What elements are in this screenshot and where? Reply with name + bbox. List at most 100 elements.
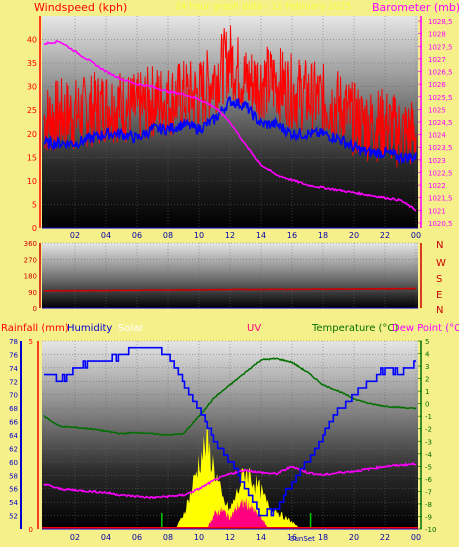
temperature-tick-label: 4 bbox=[425, 351, 430, 359]
temp-x-tick-label: 16 bbox=[287, 533, 297, 542]
humidity-tick-label: 54 bbox=[9, 499, 18, 507]
temp-x-tick-label: 06 bbox=[132, 533, 142, 542]
temp-x-tick-label: 10 bbox=[194, 533, 204, 542]
legend-rainfall: Rainfall (mm) bbox=[1, 323, 69, 334]
wind-tick-label: 0 bbox=[32, 224, 37, 233]
temperature-tick-label: -7 bbox=[425, 488, 432, 496]
temperature-tick-label: 5 bbox=[425, 338, 429, 346]
humidity-tick-label: 52 bbox=[9, 513, 18, 521]
temperature-tick-label: -1 bbox=[425, 413, 432, 421]
humidity-tick-label: 58 bbox=[9, 472, 18, 480]
humidity-tick-label: 66 bbox=[9, 419, 18, 427]
direction-axes: 0 90 180 270 360 bbox=[24, 240, 422, 313]
wind-x-tick-label: 06 bbox=[132, 231, 142, 240]
direction-series bbox=[43, 287, 417, 292]
humidity-tick-label: 76 bbox=[9, 351, 18, 359]
series-line-wind-direction bbox=[43, 287, 417, 292]
wind-tick-label: 20 bbox=[27, 130, 37, 139]
temperature-tick-label: -6 bbox=[425, 476, 433, 484]
wind-x-tick-label: 02 bbox=[70, 231, 80, 240]
temp-x-tick-label: 20 bbox=[349, 533, 359, 542]
humidity-tick-label: 60 bbox=[9, 459, 18, 467]
legend-humidity: Humidity bbox=[67, 323, 112, 334]
humidity-tick-label: 72 bbox=[9, 378, 18, 386]
temp-x-tick-label: 02 bbox=[70, 533, 80, 542]
temperature-tick-label: 3 bbox=[425, 363, 429, 371]
barometer-tick-label: 1023,5 bbox=[428, 144, 453, 152]
legend-dewpoint: Dew Point (°C) bbox=[392, 323, 459, 334]
barometer-tick-label: 1027,5 bbox=[428, 43, 453, 51]
wind-x-tick-label: 16 bbox=[287, 231, 297, 240]
wind-x-tick-label: 04 bbox=[101, 231, 111, 240]
temperature-tick-label: -2 bbox=[425, 426, 432, 434]
barometer-axis-title: Barometer (mb) bbox=[372, 1, 459, 14]
temp-x-tick-label: 08 bbox=[163, 533, 173, 542]
temperature-tick-label: -4 bbox=[425, 451, 433, 459]
wind-x-tick-label: 22 bbox=[380, 231, 390, 240]
series-temperature-c--line bbox=[43, 357, 417, 437]
direction-tick-label: 180 bbox=[24, 273, 37, 281]
barometer-tick-label: 1024 bbox=[428, 132, 446, 140]
legend-temperature: Temperature (°C) bbox=[311, 323, 398, 334]
humidity-tick-label: 78 bbox=[9, 338, 18, 346]
wind-axis-title: Windspeed (kph) bbox=[34, 1, 127, 14]
direction-tick-label: 90 bbox=[28, 289, 37, 297]
temperature-tick-label: 1 bbox=[425, 388, 429, 396]
barometer-tick-label: 1024,5 bbox=[428, 119, 453, 127]
temp-x-tick-label: 04 bbox=[101, 533, 111, 542]
barometer-tick-label: 1023 bbox=[428, 157, 446, 165]
barometer-tick-label: 1021,5 bbox=[428, 195, 453, 203]
wind-tick-label: 10 bbox=[27, 177, 37, 186]
direction-tick-label: 360 bbox=[24, 240, 37, 248]
graph-title: 24 hour graph data - 11 February 2025 bbox=[175, 2, 351, 12]
temperature-tick-label: -5 bbox=[425, 463, 432, 471]
temp-x-tick-label: 00 bbox=[411, 533, 421, 542]
wind-series bbox=[43, 25, 417, 212]
compass-label-e: E bbox=[436, 290, 442, 301]
temp-x-tick-label: 22 bbox=[380, 533, 390, 542]
direction-gridlines bbox=[42, 242, 418, 309]
humidity-tick-label: 70 bbox=[9, 392, 18, 400]
temperature-tick-label: -8 bbox=[425, 501, 432, 509]
wind-x-tick-label: 14 bbox=[256, 231, 266, 240]
series-line-barometer-mb- bbox=[43, 39, 417, 212]
barometer-tick-label: 1022,5 bbox=[428, 169, 453, 177]
temp-axes: 525456586062646668707274767805-10-9-8-7-… bbox=[9, 338, 436, 542]
wind-x-tick-label: 20 bbox=[349, 231, 359, 240]
wind-x-tick-label: 00 bbox=[411, 231, 421, 240]
temperature-tick-label: 2 bbox=[425, 376, 429, 384]
legend-uv: UV bbox=[247, 323, 261, 334]
direction-tick-label: 0 bbox=[33, 305, 37, 313]
temperature-tick-label: -9 bbox=[425, 513, 432, 521]
compass-label-w: W bbox=[436, 258, 446, 269]
wind-tick-label: 15 bbox=[27, 153, 37, 162]
legend-solar: Solar bbox=[118, 323, 144, 334]
rain-tick-label: 0 bbox=[29, 526, 33, 534]
barometer-tick-label: 1027 bbox=[428, 56, 446, 64]
humidity-tick-label: 64 bbox=[9, 432, 18, 440]
wind-tick-label: 5 bbox=[32, 200, 37, 209]
series-line-windspeed-kph- bbox=[43, 25, 417, 168]
wind-tick-label: 30 bbox=[27, 83, 37, 92]
wind-x-tick-label: 10 bbox=[194, 231, 204, 240]
series-uv-area bbox=[206, 497, 269, 529]
wind-x-tick-label: 08 bbox=[163, 231, 173, 240]
humidity-tick-label: 56 bbox=[9, 486, 18, 494]
humidity-tick-label: 68 bbox=[9, 405, 18, 413]
compass-label-s: S bbox=[436, 274, 442, 285]
temperature-tick-label: -3 bbox=[425, 438, 432, 446]
barometer-tick-label: 1026,5 bbox=[428, 69, 453, 77]
humidity-tick-label: 74 bbox=[9, 365, 18, 373]
temp-x-tick-label: 14 bbox=[256, 533, 266, 542]
compass-label-n-bottom: N bbox=[436, 305, 443, 316]
temp-x-tick-label: 18 bbox=[318, 533, 328, 542]
temp-series bbox=[42, 346, 418, 529]
wind-x-tick-label: 18 bbox=[318, 231, 328, 240]
temperature-tick-label: -10 bbox=[425, 526, 436, 534]
temp-x-tick-label: 12 bbox=[225, 533, 235, 542]
rain-tick-label: 5 bbox=[29, 338, 33, 346]
compass-label-n-top: N bbox=[436, 240, 443, 251]
series-solar-area bbox=[175, 421, 300, 529]
